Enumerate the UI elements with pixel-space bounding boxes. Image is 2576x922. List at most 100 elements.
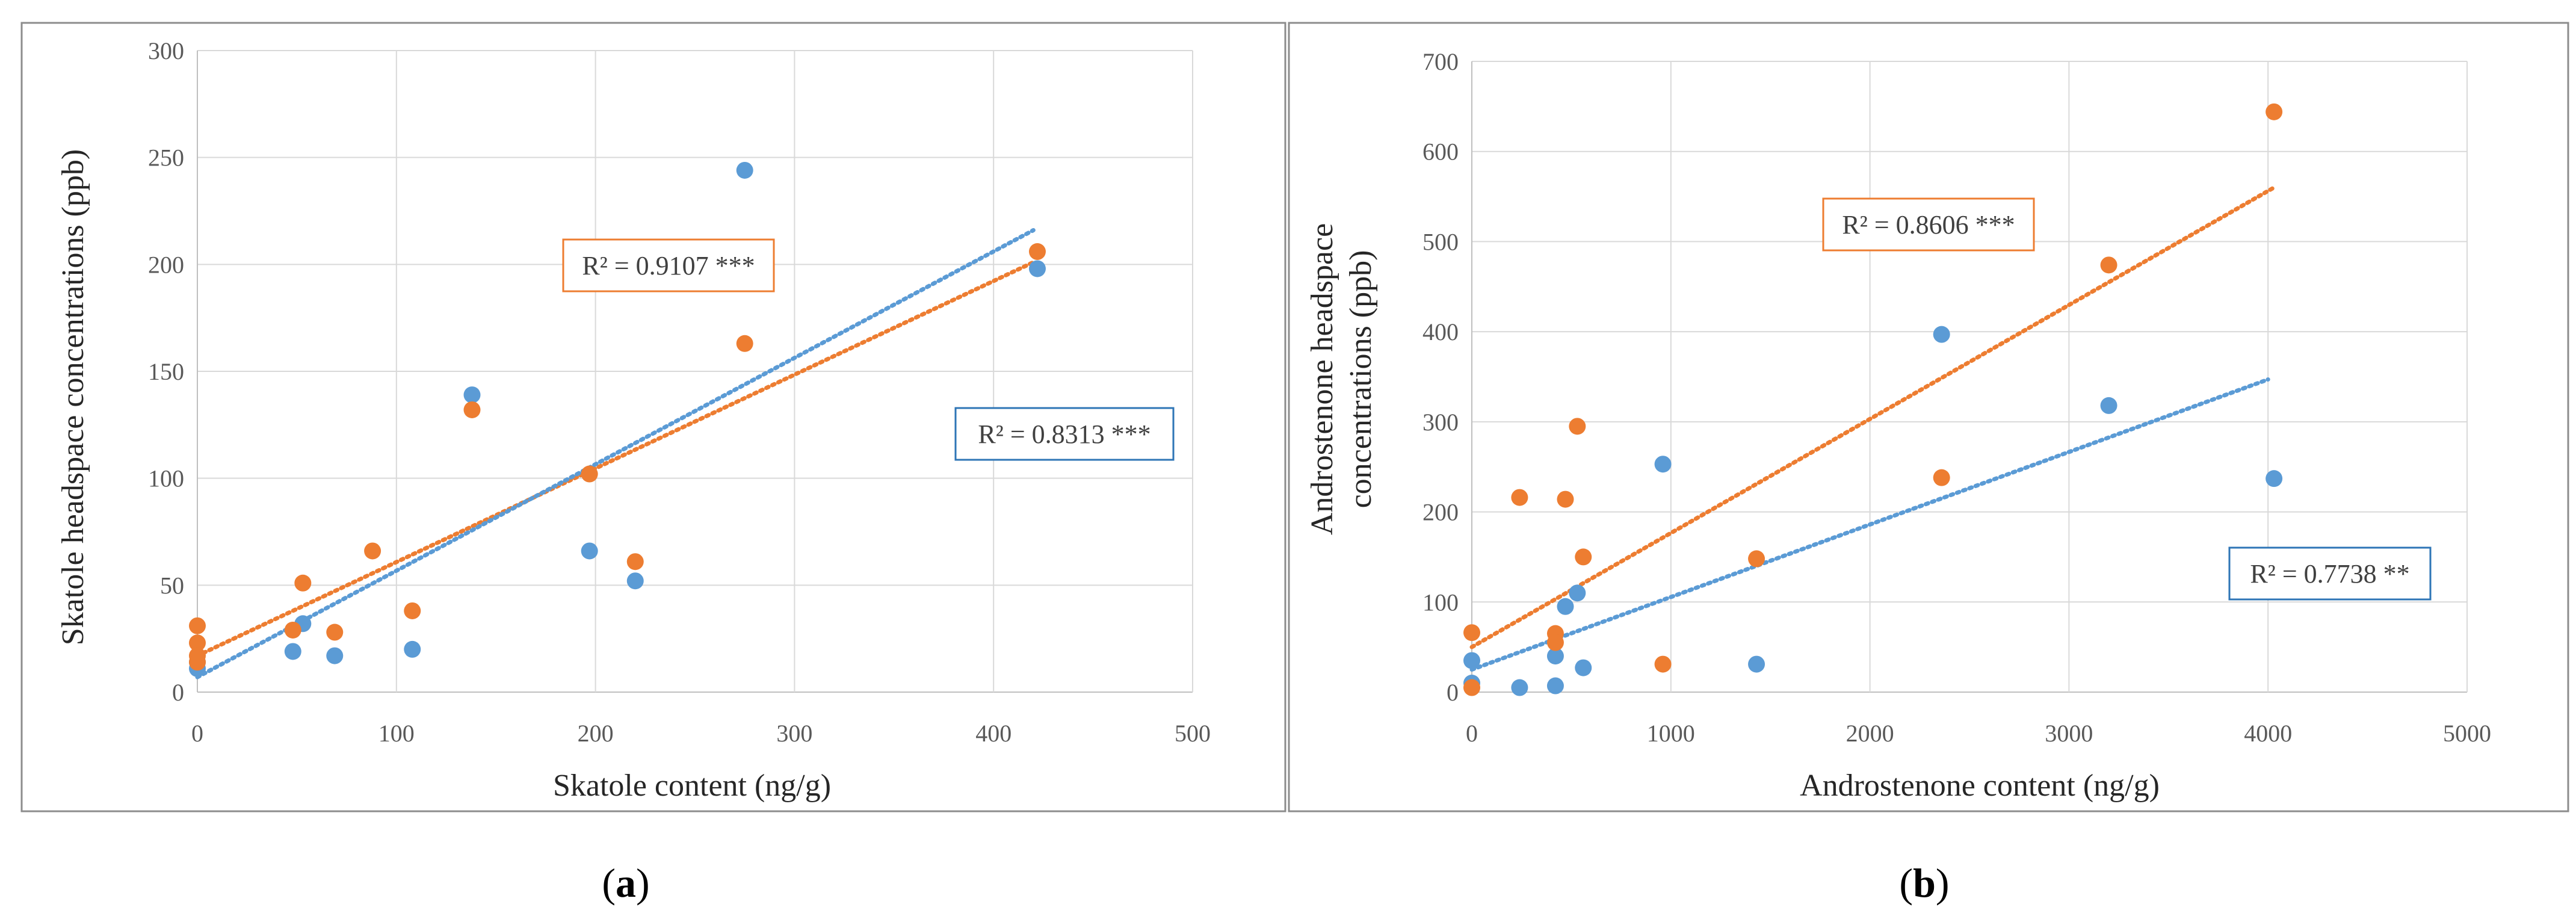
orange-data-point — [1028, 243, 1046, 261]
orange-data-point — [1557, 490, 1574, 508]
orange-data-point — [736, 335, 753, 352]
y-tick-label-0: 0 — [172, 679, 184, 706]
sub-label-a: (a) — [602, 860, 649, 906]
sub-label-b: (b) — [1899, 860, 1949, 906]
y-tick-label-700: 700 — [1422, 48, 1459, 75]
panel-a-orange-r2-label: R² = 0.9107 *** — [582, 251, 755, 280]
chart-panel-b: 0 1000 2000 3000 4000 5000 0 100 200 300 400 500 60… — [1288, 22, 2569, 812]
panel-a-orange-r2-box — [562, 238, 775, 292]
panel-a-blue-r2-box — [954, 407, 1175, 461]
orange-data-point — [1748, 550, 1765, 568]
panel-a-blue-r2-annotation: R² = 0.8313 *** — [954, 407, 1175, 461]
orange-data-point — [1575, 548, 1592, 566]
y-tick-label-150: 150 — [148, 358, 184, 385]
x-tick-label-300: 300 — [776, 720, 812, 747]
y-tick-label-50: 50 — [160, 572, 184, 599]
orange-data-point — [1511, 489, 1528, 506]
x-tick-label-4000: 4000 — [2244, 720, 2292, 747]
panel-a-trendlines — [195, 227, 1036, 679]
y-tick-label-200: 200 — [148, 251, 184, 278]
blue-data-point — [1546, 648, 1564, 665]
x-tick-label-100: 100 — [378, 720, 415, 747]
chart-panel-a: 0 100 200 300 400 500 0 50 100 150 200 250 300 Skat… — [20, 22, 1286, 812]
panel-b-y-axis-title-line-2: concentrations (ppb) — [1344, 250, 1378, 509]
x-tick-label-500: 500 — [1175, 720, 1211, 747]
orange-data-point — [1933, 469, 1950, 486]
orange-data-point — [463, 401, 481, 418]
orange-data-point — [404, 602, 421, 619]
panel-a-gridlines — [197, 50, 1193, 693]
x-tick-label-0: 0 — [1466, 720, 1478, 747]
panel-b-blue-r2-label: R² = 0.7738 ** — [2250, 559, 2409, 589]
y-tick-label-400: 400 — [1422, 318, 1459, 345]
panel-b-orange-r2-label: R² = 0.8606 *** — [1842, 210, 2015, 240]
panel-b-gridlines — [1471, 61, 2468, 693]
blue-trendline — [195, 227, 1036, 679]
y-tick-label-300: 300 — [148, 37, 184, 64]
y-tick-label-300: 300 — [1422, 409, 1459, 436]
orange-data-point — [189, 634, 206, 652]
panel-b-y-axis-title-line-1: Androstenone headspace — [1305, 223, 1339, 535]
x-tick-label-3000: 3000 — [2045, 720, 2093, 747]
blue-data-point — [1654, 456, 1672, 473]
panel-b-x-axis-title: Androstenone content (ng/g) — [1800, 769, 2160, 803]
y-tick-label-100: 100 — [1422, 589, 1459, 616]
blue-data-point — [1511, 679, 1528, 696]
orange-data-point — [1654, 655, 1672, 673]
orange-data-point — [1463, 679, 1480, 696]
blue-data-point — [463, 386, 481, 404]
panel-b-data-points — [1463, 103, 2283, 696]
orange-data-point — [2100, 256, 2117, 274]
panel-b-y-tick-labels: 0 100 200 300 400 500 600 700 — [1422, 48, 1459, 706]
orange-data-point — [2266, 103, 2283, 120]
x-tick-label-400: 400 — [975, 720, 1012, 747]
blue-data-point — [736, 161, 753, 179]
orange-data-point — [1569, 418, 1586, 435]
blue-data-point — [326, 647, 344, 664]
blue-data-point — [2100, 397, 2117, 414]
blue-data-point — [1569, 584, 1586, 602]
panel-a-y-axis-title: Skatole headspace concentrations (ppb) — [56, 149, 90, 645]
blue-data-point — [1575, 659, 1592, 676]
blue-trendline — [1469, 377, 2270, 672]
x-tick-label-200: 200 — [578, 720, 614, 747]
blue-data-point — [1748, 655, 1765, 673]
panel-b-blue-r2-annotation: R² = 0.7738 ** — [2228, 546, 2432, 601]
orange-data-point — [1463, 624, 1480, 642]
x-tick-label-1000: 1000 — [1647, 720, 1695, 747]
y-tick-label-0: 0 — [1447, 679, 1459, 706]
panel-b-trendlines — [1469, 185, 2276, 672]
orange-trendline — [1469, 185, 2276, 649]
blue-data-point — [626, 572, 644, 590]
y-tick-label-100: 100 — [148, 465, 184, 492]
x-tick-label-5000: 5000 — [2443, 720, 2491, 747]
panel-a-x-tick-labels: 0 100 200 300 400 500 — [191, 720, 1211, 747]
orange-data-point — [326, 623, 344, 641]
panel-b-blue-r2-box — [2228, 546, 2432, 601]
blue-data-point — [1933, 326, 1950, 343]
blue-data-point — [2266, 470, 2283, 487]
blue-data-point — [1557, 598, 1574, 615]
panel-b-border — [1288, 22, 2569, 812]
orange-data-point — [189, 617, 206, 634]
orange-data-point — [364, 542, 381, 560]
panel-a-x-axis-title: Skatole content (ng/g) — [553, 769, 831, 803]
y-tick-label-500: 500 — [1422, 228, 1459, 255]
orange-data-point — [581, 465, 598, 483]
panel-a-data-points — [189, 161, 1046, 677]
orange-data-point — [1546, 634, 1564, 651]
panel-b-orange-r2-annotation: R² = 0.8606 *** — [1822, 197, 2035, 252]
blue-data-point — [404, 640, 421, 658]
panel-a-y-tick-labels: 0 50 100 150 200 250 300 — [148, 37, 184, 706]
orange-data-point — [626, 553, 644, 571]
blue-data-point — [1028, 260, 1046, 277]
panel-b-x-tick-labels: 0 1000 2000 3000 4000 5000 — [1466, 720, 2491, 747]
y-tick-label-600: 600 — [1422, 138, 1459, 166]
blue-data-point — [1546, 677, 1564, 695]
panel-a-blue-r2-label: R² = 0.8313 *** — [978, 419, 1151, 449]
blue-data-point — [1463, 652, 1480, 669]
blue-data-point — [284, 643, 301, 660]
orange-data-point — [294, 574, 312, 592]
panel-a-orange-r2-annotation: R² = 0.9107 *** — [562, 238, 775, 292]
orange-data-point — [189, 654, 206, 671]
